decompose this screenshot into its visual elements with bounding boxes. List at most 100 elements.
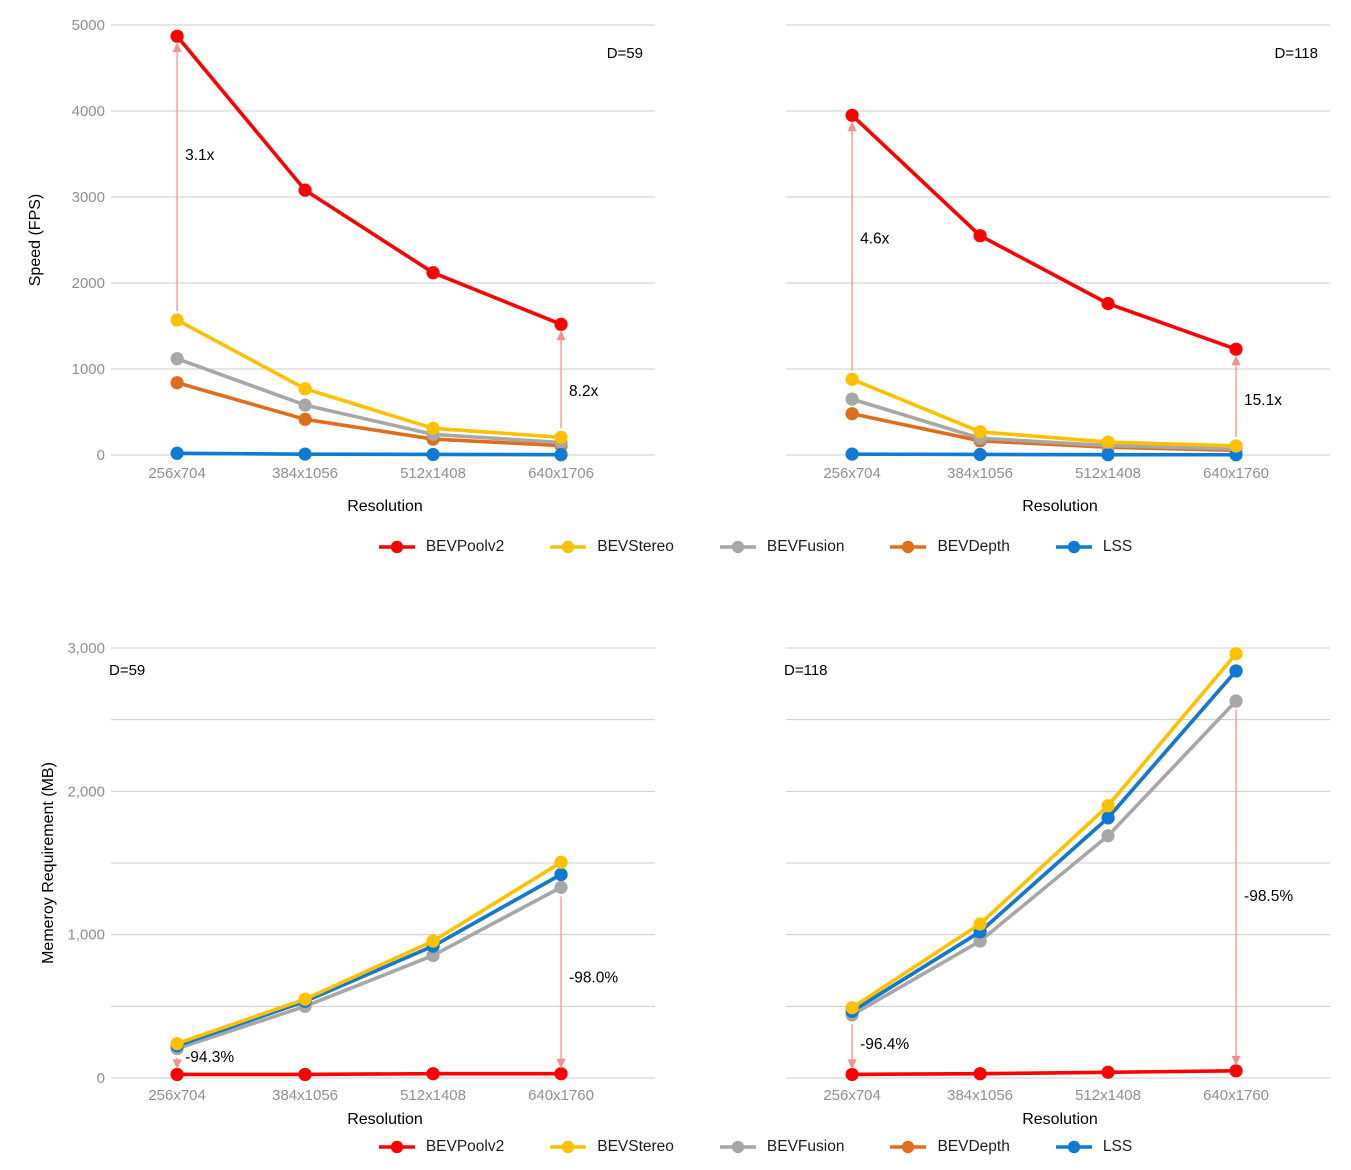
y-tick-label: 3,000 xyxy=(67,640,105,657)
data-point-BEVStereo xyxy=(298,382,312,396)
data-point-BEVStereo xyxy=(554,430,568,444)
annotation-label: 8.2x xyxy=(569,383,599,400)
x-tick-label: 256x704 xyxy=(823,1087,881,1104)
legend-label: LSS xyxy=(1102,1138,1133,1155)
legend-label: LSS xyxy=(1102,538,1133,555)
x-tick-label: 384x1056 xyxy=(272,1087,338,1104)
data-point-BEVFusion xyxy=(554,880,568,894)
series-line-BEVStereo xyxy=(850,377,1238,448)
data-point-BEVPoolv2 xyxy=(1229,342,1243,356)
x-axis-title: Resolution xyxy=(347,498,423,515)
data-point-BEVPoolv2 xyxy=(845,1067,859,1082)
data-point-BEVFusion xyxy=(1229,694,1243,708)
legend-item-BEVPoolv2[interactable]: BEVPoolv2 xyxy=(378,538,504,556)
legend-top: BEVPoolv2 BEVStereo BEVFusion BEVDepth LSS xyxy=(80,538,1351,556)
x-tick-label: 512x1408 xyxy=(400,465,466,482)
data-point-BEVStereo xyxy=(1101,799,1115,813)
data-point-BEVPoolv2 xyxy=(426,266,440,280)
legend-item-BEVFusion[interactable]: BEVFusion xyxy=(719,538,845,556)
legend-marker-icon xyxy=(378,540,415,554)
legend-label: BEVFusion xyxy=(766,1138,845,1155)
chart-speed-d118: 256x704 384x1056 512x1408 640x1760 Resolutio… xyxy=(786,24,1330,515)
legend-marker-icon xyxy=(1055,540,1092,554)
y-tick-label: 1,000 xyxy=(67,927,105,944)
d-value-label: D=118 xyxy=(1274,45,1318,62)
annotation-arrow-head xyxy=(1231,355,1241,366)
data-point-LSS xyxy=(170,446,184,460)
data-point-BEVStereo xyxy=(170,1037,184,1051)
legend-item-BEVDepth[interactable]: BEVDepth xyxy=(890,538,1010,556)
annotation-label: 15.1x xyxy=(1244,392,1282,409)
legend-item-BEVFusion[interactable]: BEVFusion xyxy=(719,1138,845,1156)
series-line-LSS xyxy=(850,452,1238,457)
legend-marker-icon xyxy=(719,1140,756,1154)
y-tick-label: 2000 xyxy=(72,275,105,292)
legend-label: BEVDepth xyxy=(937,538,1010,555)
data-point-BEVPoolv2 xyxy=(1101,1065,1115,1079)
legend-label: BEVFusion xyxy=(766,538,845,555)
x-axis-title: Resolution xyxy=(1022,1111,1098,1128)
data-point-BEVStereo xyxy=(298,992,312,1006)
data-point-BEVStereo xyxy=(973,917,987,931)
x-tick-label: 256x704 xyxy=(823,465,881,482)
legend-item-BEVPoolv2[interactable]: BEVPoolv2 xyxy=(378,1138,504,1156)
x-axis-title: Resolution xyxy=(347,1111,423,1128)
x-tick-label: 512x1408 xyxy=(1075,1087,1141,1104)
x-tick-label: 512x1408 xyxy=(1075,465,1141,482)
legend-label: BEVStereo xyxy=(597,1138,674,1155)
series-line-BEVPoolv2 xyxy=(175,34,563,327)
annotation-arrow-head xyxy=(172,42,182,53)
x-tick-label: 384x1056 xyxy=(947,465,1013,482)
legend-bottom: BEVPoolv2 BEVStereo BEVFusion BEVDepth LSS xyxy=(80,1138,1351,1156)
data-point-LSS xyxy=(845,447,859,461)
x-tick-label: 640x1760 xyxy=(528,1087,594,1104)
series-line-BEVDepth xyxy=(175,872,563,1048)
data-point-BEVDepth xyxy=(298,412,312,426)
legend-marker-icon xyxy=(550,1140,587,1154)
data-point-BEVStereo xyxy=(973,425,987,439)
legend-label: BEVStereo xyxy=(597,538,674,555)
series-line-LSS xyxy=(175,451,563,457)
y-tick-label: 1000 xyxy=(72,361,105,378)
data-point-BEVDepth xyxy=(845,407,859,421)
legend-item-BEVDepth[interactable]: BEVDepth xyxy=(890,1138,1010,1156)
data-point-BEVPoolv2 xyxy=(1101,297,1115,311)
series-line-BEVFusion xyxy=(175,356,563,445)
data-point-LSS xyxy=(298,447,312,461)
series-line-BEVPoolv2 xyxy=(850,1069,1238,1077)
data-point-BEVFusion xyxy=(1101,829,1115,843)
series-line-BEVPoolv2 xyxy=(175,1071,563,1077)
data-point-BEVStereo xyxy=(1101,435,1115,449)
series-line-BEVDepth xyxy=(175,380,563,448)
data-point-BEVStereo xyxy=(426,934,440,948)
x-tick-label: 256x704 xyxy=(148,465,206,482)
x-tick-label: 256x704 xyxy=(148,1087,206,1104)
series-line-LSS xyxy=(850,669,1238,1014)
x-tick-label: 640x1706 xyxy=(528,465,594,482)
legend-item-LSS[interactable]: LSS xyxy=(1055,538,1133,556)
data-point-BEVPoolv2 xyxy=(1229,1064,1243,1078)
annotation-arrow-head xyxy=(556,330,566,341)
legend-item-BEVStereo[interactable]: BEVStereo xyxy=(550,538,674,556)
data-point-BEVFusion xyxy=(426,948,440,963)
chart-memory-d118: 256x704 384x1056 512x1408 640x1760 Resolutio… xyxy=(784,647,1330,1128)
data-point-LSS xyxy=(554,867,568,882)
data-point-LSS xyxy=(426,447,440,462)
data-point-BEVStereo xyxy=(1229,439,1243,453)
d-value-label: D=59 xyxy=(109,662,145,679)
annotation-label: -94.3% xyxy=(185,1049,234,1066)
annotation-arrow-head xyxy=(847,1059,857,1070)
y-axis-title: Speed (FPS) xyxy=(27,194,44,286)
legend-item-LSS[interactable]: LSS xyxy=(1055,1138,1133,1156)
data-point-BEVPoolv2 xyxy=(973,229,987,243)
data-point-LSS xyxy=(1229,664,1243,678)
legend-item-BEVStereo[interactable]: BEVStereo xyxy=(550,1138,674,1156)
series-line-BEVPoolv2 xyxy=(850,113,1238,352)
annotation-label: 3.1x xyxy=(185,147,215,164)
y-tick-label: 5000 xyxy=(72,17,105,34)
data-point-BEVFusion xyxy=(845,392,859,406)
y-tick-label: 0 xyxy=(97,447,105,464)
annotation-arrow-head xyxy=(847,121,857,132)
series-line-BEVStereo xyxy=(850,651,1238,1010)
